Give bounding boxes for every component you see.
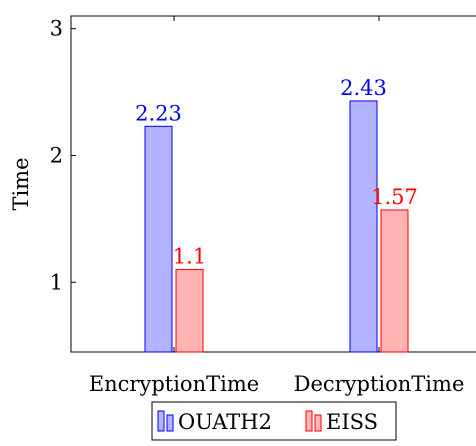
y-axis-label: Time [9, 157, 33, 210]
legend-label: OUATH2 [178, 410, 272, 434]
legend-swatch [166, 414, 174, 432]
legend-box [151, 401, 397, 441]
legend-label: EISS [326, 410, 378, 434]
y-tick-label: 2 [50, 143, 63, 167]
data-label: 1.1 [173, 245, 206, 269]
legend-swatch [305, 410, 313, 432]
data-label: 2.23 [135, 101, 182, 125]
data-label: 1.57 [371, 185, 418, 209]
legend-swatch [157, 410, 165, 432]
y-tick-label: 3 [50, 17, 63, 41]
bar-ouath2-encryptiontime [144, 125, 173, 353]
x-tick-label: DecryptionTime [294, 372, 465, 396]
legend-swatch [314, 414, 322, 432]
plot-frame [70, 15, 476, 353]
y-tick-label: 1 [50, 270, 63, 294]
bar-eiss-decryptiontime [380, 209, 409, 353]
data-label: 2.43 [340, 76, 387, 100]
x-tick-label: EncryptionTime [89, 372, 259, 396]
bar-ouath2-decryptiontime [349, 100, 378, 353]
bar-eiss-encryptiontime [175, 269, 204, 353]
